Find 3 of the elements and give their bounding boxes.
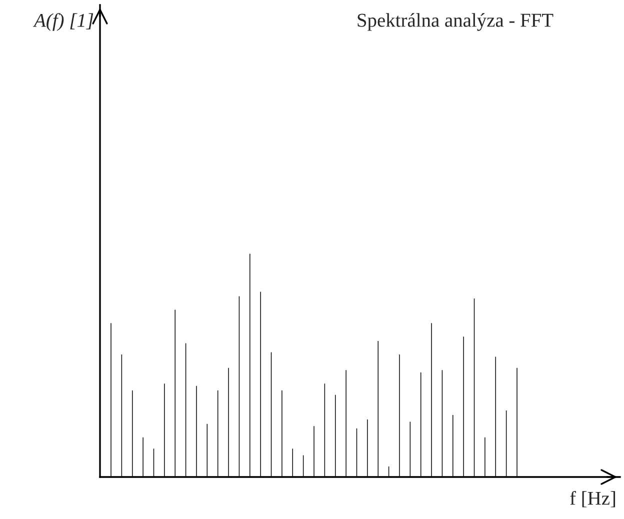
chart-title: Spektrálna analýza - FFT (358, 13, 554, 31)
text: A(f) [1] (32, 13, 94, 31)
x-axis-title: f [Hz] (570, 490, 616, 508)
